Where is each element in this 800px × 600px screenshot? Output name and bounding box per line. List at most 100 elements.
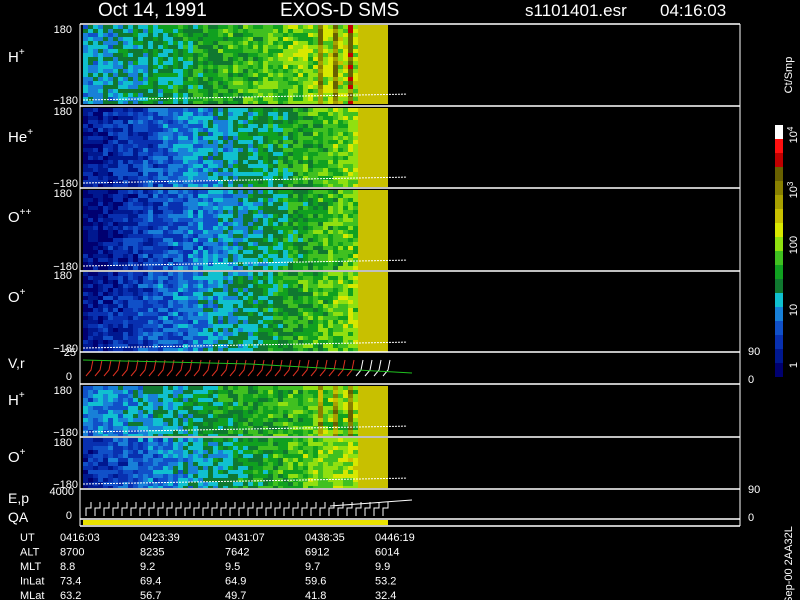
spectrogram-cell [83,77,88,81]
spectrogram-cell [168,156,173,160]
spectrogram-cell [308,266,313,270]
spectrogram-cell [168,324,173,328]
spectrogram-cell [253,112,258,116]
spectrogram-cell [213,272,218,276]
spectrogram-cell [318,344,323,348]
spectrogram-cell [218,332,223,336]
spectrogram-cell [98,272,103,276]
spectrogram-cell [98,69,103,73]
spectrogram-cell [308,320,313,324]
spectrogram-cell [263,194,268,198]
spectrogram-cell [98,222,103,226]
spectrogram-cell [148,164,153,168]
spectrogram-cell [113,172,118,176]
spectrogram-cell [188,116,193,120]
spectrogram-cell [138,304,143,308]
spectrogram-cell [323,328,328,332]
spectrogram-cell [343,53,348,57]
spectrogram-cell [343,164,348,168]
spectrogram-cell [168,140,173,144]
spectrogram-cell [293,140,298,144]
spectrogram-cell [348,198,353,202]
spectrogram-cell [258,85,263,89]
spectrogram-cell [353,152,358,156]
spectrogram-cell [188,93,193,97]
spectrogram-cell [283,190,288,194]
spectrogram-cell [268,308,273,312]
spectrogram-cell [213,85,218,89]
spectrogram-cell [118,426,123,430]
spectrogram-cell [293,184,298,187]
spectrogram-cell [353,210,358,214]
spectrogram-cell [168,148,173,152]
spectrogram-cell [108,344,113,348]
spectrogram-cell [263,234,268,238]
spectrogram-cell [368,41,373,45]
spectrogram-cell [123,81,128,85]
spectrogram-cell [303,93,308,97]
spectrogram-cell [338,292,343,296]
spectrogram-cell [123,280,128,284]
spectrogram-cell [218,190,223,194]
spectrogram-cell [363,128,368,132]
spectrogram-cell [143,77,148,81]
spectrogram-cell [188,168,193,172]
spectrogram-cell [338,116,343,120]
spectrogram-cell [298,164,303,168]
spectrogram-cell [208,320,213,324]
spectrogram-cell [98,160,103,164]
spectrogram-cell [233,160,238,164]
spectrogram-cell [123,160,128,164]
spectrogram-cell [93,124,98,128]
spectrogram-cell [83,69,88,73]
spectrogram-cell [88,194,93,198]
spectrogram-cell [83,160,88,164]
spectrogram-cell [328,226,333,230]
spectrogram-cell [283,25,288,29]
spectrogram-cell [298,316,303,320]
spectrogram-cell [98,238,103,242]
spectrogram-cell [213,184,218,187]
spectrogram-cell [368,226,373,230]
spectrogram-cell [163,308,168,312]
spectrogram-cell [363,112,368,116]
spectrogram-cell [83,422,88,426]
spectrogram-cell [203,180,208,184]
spectrogram-cell [248,69,253,73]
spectrogram-cell [188,124,193,128]
spectrogram-cell [173,258,178,262]
spectrogram-cell [358,304,363,308]
spectrogram-cell [248,25,253,29]
spectrogram-cell [303,132,308,136]
spectrogram-cell [138,262,143,266]
spectrogram-cell [358,25,363,29]
spectrogram-cell [378,116,383,120]
spectrogram-cell [383,316,388,320]
spectrogram-cell [238,81,243,85]
spectrogram-cell [338,226,343,230]
spectrogram-cell [178,266,183,270]
spectrogram-cell [213,128,218,132]
spectrogram-cell [278,272,283,276]
spectrogram-cell [308,202,313,206]
spectrogram-cell [203,57,208,61]
spectrogram-cell [353,214,358,218]
spectrogram-cell [343,152,348,156]
spectrogram-cell [228,128,233,132]
spectrogram-cell [383,246,388,250]
spectrogram-cell [343,77,348,81]
spectrogram-cell [253,120,258,124]
spectrogram-cell [298,112,303,116]
spectrogram-cell [358,73,363,77]
spectrogram-cell [318,226,323,230]
spectrogram-cell [163,320,168,324]
spectrogram-cell [173,53,178,57]
spectrogram-cell [358,292,363,296]
spectrogram-cell [138,172,143,176]
spectrogram-cell [273,172,278,176]
spectrogram-cell [153,230,158,234]
spectrogram-cell [193,69,198,73]
spectrogram-cell [328,37,333,41]
spectrogram-cell [363,246,368,250]
spectrogram-cell [183,336,188,340]
